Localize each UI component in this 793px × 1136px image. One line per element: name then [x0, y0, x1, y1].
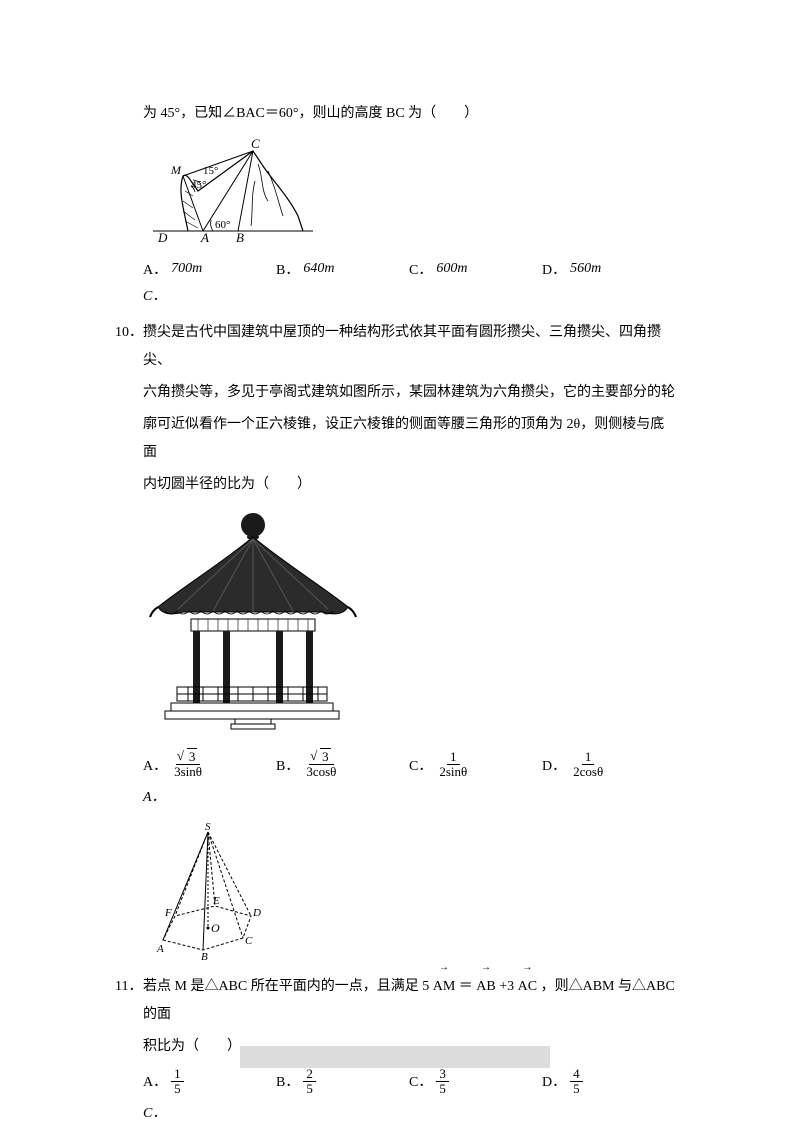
q10-answer: A． [115, 786, 675, 806]
svg-text:D: D [252, 907, 261, 919]
q9-opt-B-text: 640m [303, 261, 334, 277]
q9-option-C: C．600m [409, 259, 542, 279]
svg-text:B: B [201, 951, 208, 960]
q11-stem-line1: 若点 M 是△ABC 所在平面内的一点，且满足 5 AM ＝ AB +3 AC … [143, 973, 675, 1029]
q10-options: A． 3 3sinθ B． 3 3cosθ C． 1 2sinθ D． 1 2 [115, 750, 675, 780]
q10-number: 10． [115, 319, 143, 375]
q10-option-A: A． 3 3sinθ [143, 750, 276, 780]
svg-text:C: C [245, 935, 253, 947]
q10-stem-line4: 内切圆半径的比为（ ） [115, 471, 675, 499]
vec-AM: AM [433, 973, 456, 1001]
q10-stem-line3: 廓可近似看作一个正六棱锥，设正六棱锥的侧面等腰三角形的顶角为 2θ，则侧棱与底面 [115, 411, 675, 467]
angle-45: 45° [191, 179, 206, 191]
q11: 11． 若点 M 是△ABC 所在平面内的一点，且满足 5 AM ＝ AB +3… [115, 973, 675, 1029]
q10-figure [115, 507, 675, 742]
footer-watermark [240, 1046, 550, 1068]
vec-AC: AC [518, 973, 537, 1001]
q9-text: 为 45°，已知∠BAC＝60°，则山的高度 BC 为（ ） [143, 106, 478, 121]
vec-AB: AB [476, 973, 495, 1001]
q10-option-C: C． 1 2sinθ [409, 750, 542, 780]
q10-option-D: D． 1 2cosθ [542, 750, 675, 780]
svg-text:A: A [156, 943, 164, 955]
q9-option-A: A．700m [143, 259, 276, 279]
q9-answer: C． [115, 285, 675, 305]
label-D: D [157, 230, 168, 245]
q11-frac-A: 1 5 [171, 1067, 184, 1097]
q11-figure: S O A B C D E F [115, 820, 675, 965]
q10-frac-A: 3 3sinθ [171, 750, 205, 780]
q11-option-B: B． 2 5 [276, 1067, 409, 1097]
page-content: 为 45°，已知∠BAC＝60°，则山的高度 BC 为（ ） D [115, 100, 675, 1136]
q10-frac-D: 1 2cosθ [570, 750, 606, 780]
q11-option-A: A． 1 5 [143, 1067, 276, 1097]
q9-option-B: B．640m [276, 259, 409, 279]
q11-frac-D: 4 5 [570, 1067, 583, 1097]
q10-stem-line2: 六角攒尖等，多见于亭阁式建筑如图所示，某园林建筑为六角攒尖，它的主要部分的轮 [115, 379, 675, 407]
q10-frac-C: 1 2sinθ [436, 750, 470, 780]
angle-60: 60° [215, 219, 230, 231]
q10: 10． 攒尖是古代中国建筑中屋顶的一种结构形式依其平面有圆形攒尖、三角攒尖、四角… [115, 319, 675, 375]
q11-frac-B: 2 5 [303, 1067, 316, 1097]
svg-text:O: O [211, 921, 220, 935]
q11-answer: C． [115, 1102, 675, 1122]
svg-text:F: F [164, 907, 172, 919]
q9-opt-C-text: 600m [436, 261, 467, 277]
svg-text:S: S [205, 821, 211, 833]
q10-stem-line1: 攒尖是古代中国建筑中屋顶的一种结构形式依其平面有圆形攒尖、三角攒尖、四角攒尖、 [143, 319, 675, 375]
label-A: A [200, 230, 209, 245]
q9-options: A．700m B．640m C．600m D．560m [115, 259, 675, 279]
label-M: M [170, 163, 182, 177]
label-C: C [251, 136, 260, 151]
q11-frac-C: 3 5 [436, 1067, 449, 1097]
svg-text:E: E [212, 895, 220, 907]
q11-options: A． 1 5 B． 2 5 C． 3 5 D． 4 5 [115, 1067, 675, 1097]
q10-option-B: B． 3 3cosθ [276, 750, 409, 780]
q11-number: 11． [115, 973, 143, 1029]
q9-figure: D A B C M 15° 45° 60° [115, 136, 675, 251]
q9-option-D: D．560m [542, 259, 675, 279]
q11-option-C: C． 3 5 [409, 1067, 542, 1097]
label-B: B [236, 230, 244, 245]
q9-stem-continuation: 为 45°，已知∠BAC＝60°，则山的高度 BC 为（ ） [115, 100, 675, 128]
q10-frac-B: 3 3cosθ [303, 750, 339, 780]
q9-opt-A-text: 700m [171, 261, 202, 277]
angle-15: 15° [203, 165, 218, 177]
q11-option-D: D． 4 5 [542, 1067, 675, 1097]
q9-opt-D-text: 560m [570, 261, 601, 277]
